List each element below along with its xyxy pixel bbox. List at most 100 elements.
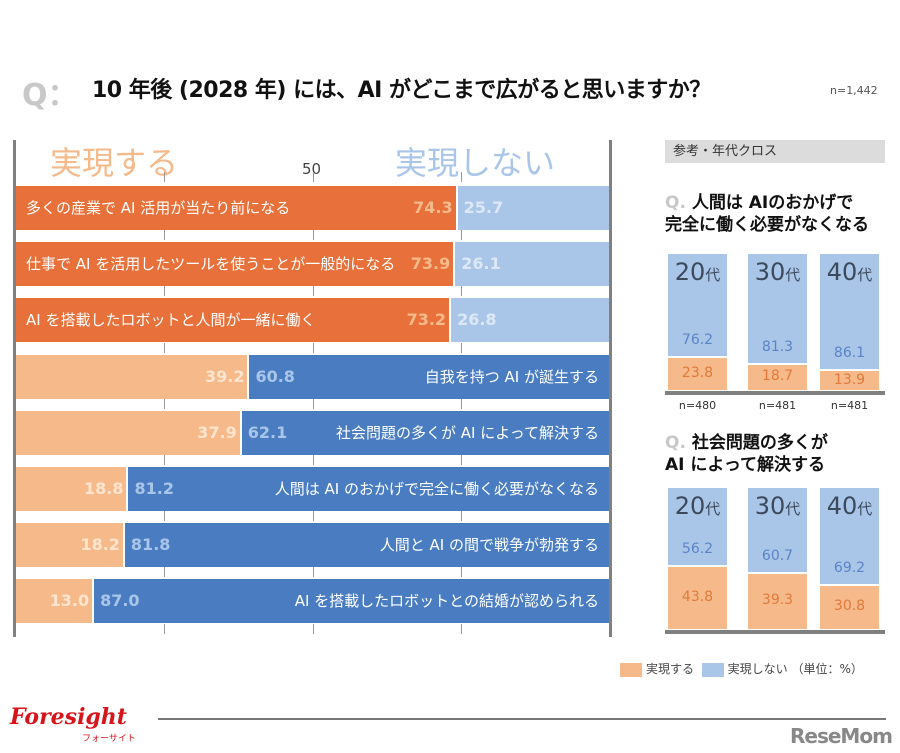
category-label: 人間は AI のおかげで完全に働く必要がなくなる [274, 480, 599, 498]
value-no: 86.1 [833, 345, 866, 362]
bar-no [94, 579, 609, 624]
column-yes [820, 371, 879, 390]
gridline-tick [312, 172, 314, 182]
gridline-tick [164, 567, 166, 578]
bar-yes [16, 298, 450, 343]
gridline-tick [164, 286, 166, 297]
category-label: 仕事で AI を活用したツールを使うことが一般的になる [26, 255, 396, 274]
gridline-tick [164, 455, 166, 465]
title-line-2: 完全に働く必要がなくなる [665, 215, 869, 235]
value-no: 69.2 [833, 559, 866, 576]
gridline-tick [460, 623, 462, 634]
column-yes [820, 585, 879, 629]
bar-no [451, 298, 609, 343]
bar-no [128, 467, 609, 511]
category-label: AI を搭載したロボットと人間が一緒に働く [26, 311, 316, 330]
bar-no [124, 523, 609, 568]
column-no [820, 254, 879, 370]
no-heading: 実現しない [395, 144, 556, 182]
gridline-tick [460, 398, 462, 409]
chart-title: 10 年後 (2028 年) には、AI がどこまで広がると思いますか？ [92, 78, 711, 103]
age-suffix: 代 [785, 500, 801, 518]
age-suffix: 代 [785, 266, 801, 284]
gridline-tick [164, 398, 166, 409]
column-yes [748, 573, 807, 629]
legend-swatch-yes [620, 662, 642, 677]
age-suffix: 代 [705, 500, 721, 518]
gridline-tick [164, 172, 166, 182]
value-no: 25.7 [463, 198, 504, 217]
gridline-tick [312, 623, 314, 634]
bar-no [249, 354, 609, 399]
category-label: 自我を持つ AI が誕生する [424, 367, 599, 386]
gridline-tick [312, 398, 314, 409]
gridline-tick [164, 511, 166, 522]
gridline-tick [460, 455, 462, 465]
age-label: 20代 [674, 258, 721, 286]
right-axis [609, 140, 612, 637]
category-label: 人間と AI の間で戦争が勃発する [379, 536, 599, 555]
sub-chart-1-title: Q. 人間は AIのおかげで 完全に働く必要がなくなる [665, 192, 869, 236]
value-yes: 43.8 [681, 589, 714, 606]
category-label: AI を搭載したロボットとの結婚が認められる [294, 592, 599, 611]
gridline-tick [312, 342, 314, 353]
age-label: 20代 [674, 492, 721, 520]
sub-chart-2-title: Q. 社会問題の多くが AI によって解決する [665, 432, 828, 476]
bar-no [457, 186, 609, 230]
value-no: 56.2 [681, 541, 714, 558]
gridline-tick [312, 286, 314, 297]
bar-yes [16, 523, 123, 568]
gridline-tick [460, 567, 462, 578]
column-yes [668, 567, 727, 629]
foresight-logo: Foresight [10, 704, 127, 730]
foresight-logo-sub: フォーサイト [82, 734, 136, 744]
midpoint-label: 50 [302, 160, 322, 178]
value-yes: 23.8 [681, 364, 714, 381]
unit-label: （単位：%） [791, 662, 863, 676]
column-no [668, 254, 727, 356]
gridline-tick [312, 230, 314, 241]
value-yes: 39.3 [761, 592, 794, 609]
value-no: 26.8 [457, 310, 497, 330]
column-no [668, 488, 727, 566]
legend-swatch-no [701, 662, 724, 677]
n-label: n=481 [830, 399, 869, 412]
value-yes: 13.9 [833, 371, 866, 388]
left-axis [13, 140, 16, 637]
value-yes: 37.9 [197, 422, 237, 442]
value-yes: 18.2 [80, 535, 120, 555]
gridline-tick [460, 511, 462, 522]
gridline-tick [164, 230, 166, 241]
gridline-tick [460, 342, 462, 353]
bar-yes [16, 354, 248, 399]
bar-yes [16, 410, 240, 455]
value-no: 62.1 [247, 422, 288, 442]
bar-yes [16, 579, 93, 624]
gridline-tick [460, 286, 462, 297]
q-prefix: Q. [665, 193, 686, 213]
q-mark: Q： [22, 78, 78, 113]
baseline [665, 630, 885, 634]
age-suffix: 代 [857, 500, 873, 518]
legend-no: 実現しない [727, 662, 788, 676]
value-yes: 73.9 [410, 254, 451, 274]
bar-yes [16, 467, 127, 511]
value-yes: 18.7 [761, 368, 794, 385]
value-yes: 18.8 [83, 479, 124, 498]
yes-heading: 実現する [50, 144, 179, 182]
column-no [748, 488, 807, 572]
column-yes [668, 357, 727, 390]
age-suffix: 代 [857, 266, 873, 284]
value-no: 81.8 [130, 535, 171, 555]
q-prefix: Q. [665, 433, 686, 453]
column-yes [748, 364, 807, 390]
gridline-tick [460, 230, 462, 241]
resemom-watermark: ReseMom [790, 724, 893, 748]
gridline-tick [164, 623, 166, 634]
age-label: 40代 [826, 492, 873, 520]
value-no: 87.0 [100, 591, 140, 611]
value-yes: 39.2 [204, 366, 245, 386]
baseline [665, 391, 885, 395]
gridline-tick [164, 342, 166, 353]
legend-yes: 実現する [646, 662, 695, 676]
